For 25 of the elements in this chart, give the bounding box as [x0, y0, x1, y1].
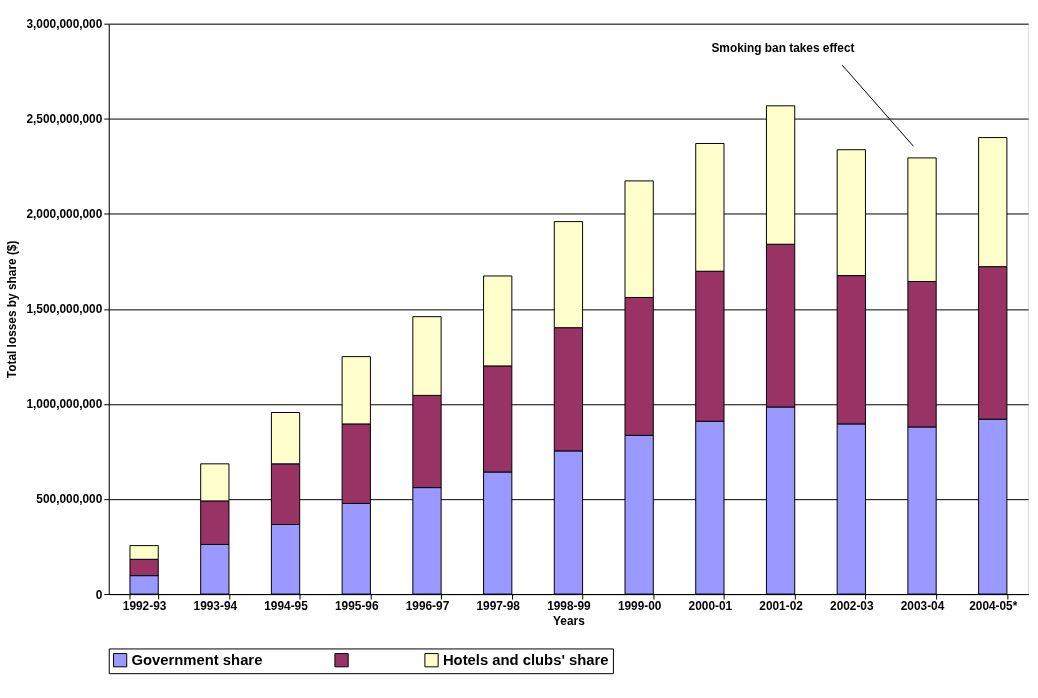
y-tick-label: 2,500,000,000	[26, 112, 103, 127]
x-tick-label: 1998-99	[547, 599, 592, 614]
x-axis-title: Years	[553, 614, 586, 629]
legend-label: Hotels and clubs' share	[442, 652, 609, 669]
annotation: Smoking ban takes effect	[711, 41, 855, 56]
x-tick-label: 2000-01	[688, 599, 733, 614]
x-tick-label: 1992-93	[122, 599, 167, 614]
y-tick-label: 0	[95, 587, 103, 602]
legend-label: Government share	[131, 652, 263, 669]
y-axis-title: Total losses by share ($)	[4, 240, 19, 379]
y-tick-label: 3,000,000,000	[26, 17, 103, 32]
x-tick-label: 1995-96	[334, 599, 379, 614]
x-tick-label: 1997-98	[476, 599, 521, 614]
x-tick-label: 1993-94	[193, 599, 238, 614]
x-tick-label: 1999-00	[617, 599, 662, 614]
y-tick-label: 2,000,000,000	[26, 207, 103, 222]
y-tick-label: 500,000,000	[36, 492, 103, 507]
x-tick-label: 1996-97	[405, 599, 450, 614]
x-tick-label: 2002-03	[830, 599, 874, 614]
x-tick-label: 1994-95	[264, 599, 309, 614]
x-tick-label: 2003-04	[900, 599, 945, 614]
x-tick-label: 2004-05*	[969, 599, 1018, 614]
y-tick-label: 1,000,000,000	[26, 397, 103, 412]
x-tick-label: 2001-02	[759, 599, 804, 614]
y-tick-label: 1,500,000,000	[26, 302, 103, 317]
